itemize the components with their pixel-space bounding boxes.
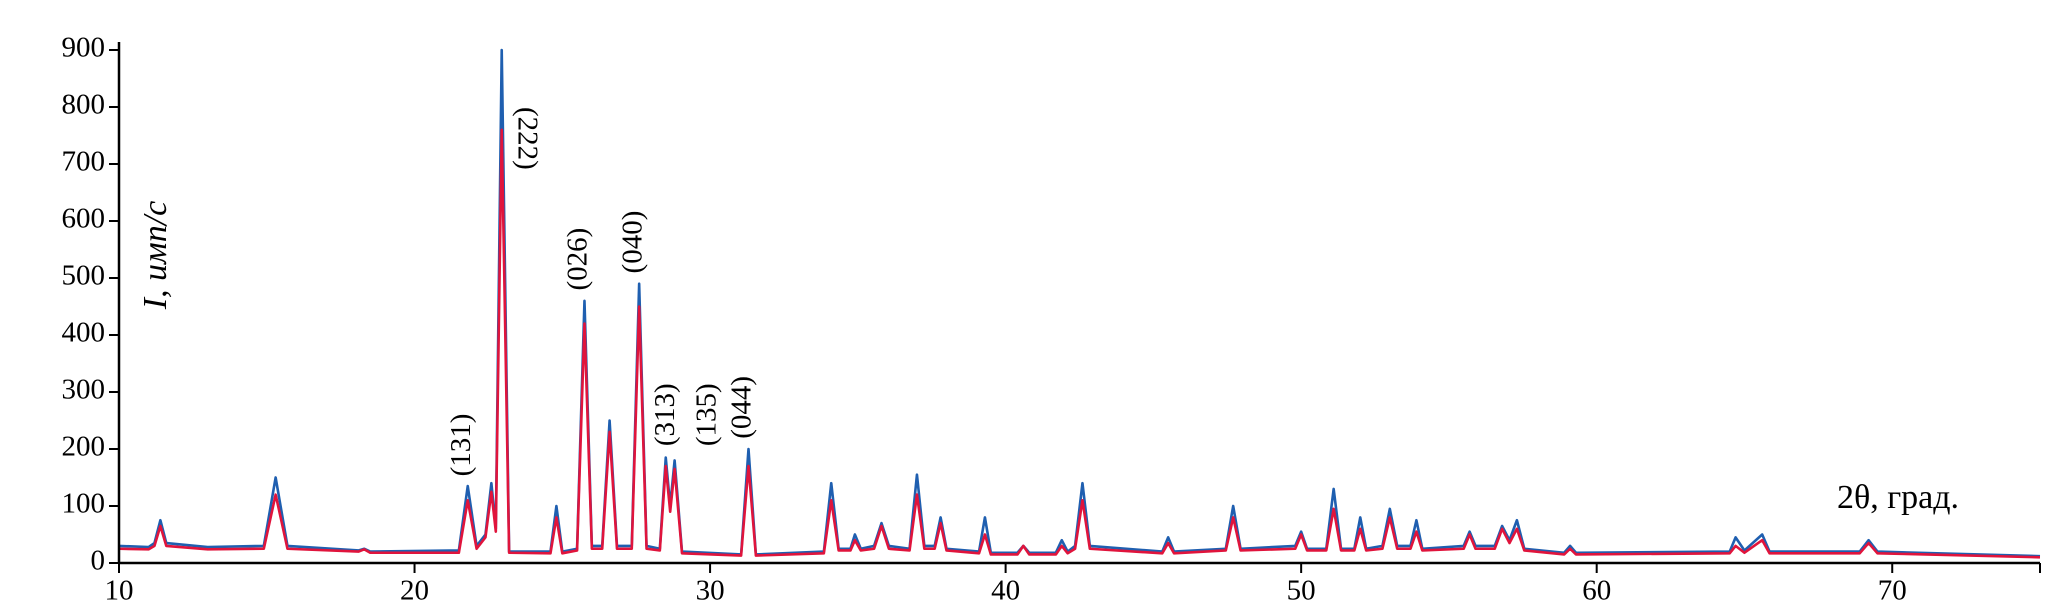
- y-tick-label: 700: [62, 146, 106, 178]
- peak-label: (135): [690, 383, 722, 446]
- peak-label: (313): [649, 383, 681, 446]
- peak-label: (131): [445, 414, 477, 477]
- x-tick-label: 40: [991, 575, 1020, 607]
- peak-label: (040): [616, 211, 648, 274]
- y-tick-label: 600: [62, 203, 106, 235]
- y-tick-label: 100: [62, 488, 106, 520]
- data-line: [118, 48, 2041, 558]
- x-tick-label: 20: [400, 575, 429, 607]
- y-tick-label: 800: [62, 89, 106, 121]
- x-tick-label: 30: [696, 575, 725, 607]
- x-tick-label: 10: [105, 575, 134, 607]
- x-tick-label: 50: [1287, 575, 1316, 607]
- x-tick-label: 60: [1582, 575, 1611, 607]
- y-tick-label: 300: [62, 374, 106, 406]
- peak-label: (026): [562, 228, 594, 291]
- y-tick-label: 900: [62, 32, 106, 64]
- y-tick-label: 200: [62, 431, 106, 463]
- peak-label: (044): [726, 376, 758, 439]
- y-axis-label: I, имп/с: [137, 201, 174, 311]
- x-tick-label: 70: [1878, 575, 1907, 607]
- y-tick-label: 0: [91, 545, 106, 577]
- x-axis-label: 2θ, град.: [1837, 479, 1959, 516]
- y-tick-label: 500: [62, 260, 106, 292]
- y-tick-label: 400: [62, 317, 106, 349]
- data-line: [118, 128, 2041, 559]
- peak-label: (222): [512, 107, 544, 170]
